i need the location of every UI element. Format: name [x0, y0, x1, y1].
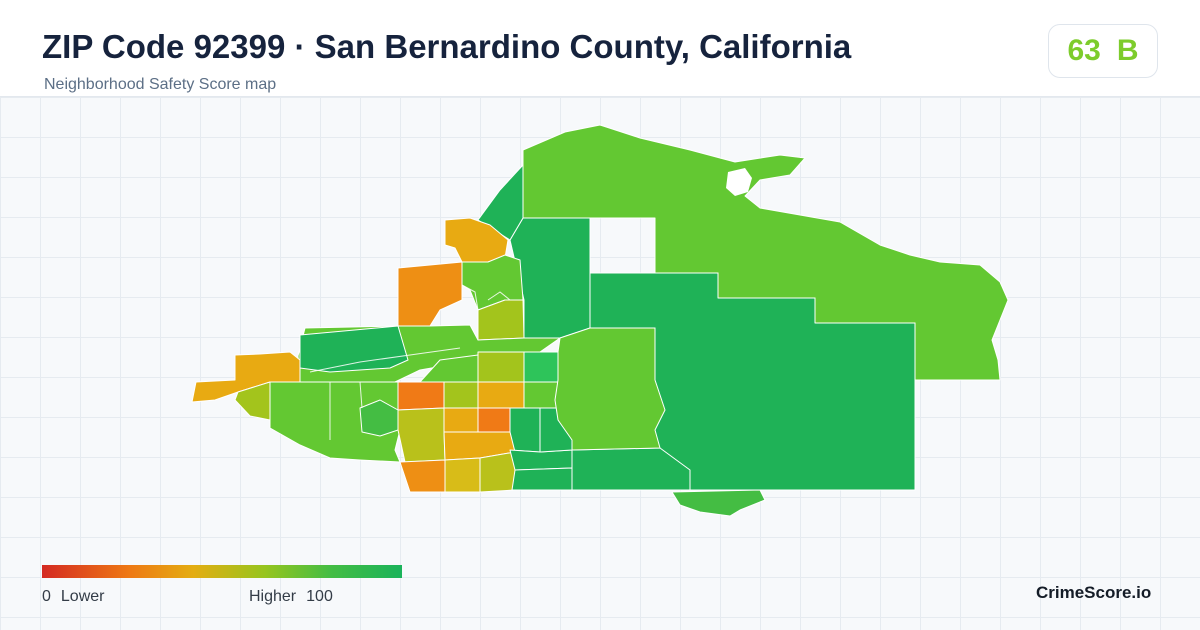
legend-min: 0 Lower — [42, 588, 104, 606]
map-region[interactable] — [397, 407, 446, 463]
page-subtitle: Neighborhood Safety Score map — [44, 76, 277, 93]
map-region[interactable] — [397, 381, 445, 411]
legend-max-label: Higher — [249, 588, 297, 605]
map-region[interactable] — [444, 457, 481, 493]
page-title: ZIP Code 92399 · San Bernardino County, … — [42, 28, 852, 65]
map-lake — [726, 168, 752, 196]
map-region[interactable] — [509, 407, 541, 453]
legend-min-value: 0 — [42, 588, 51, 605]
map-region[interactable] — [479, 451, 516, 493]
map-region[interactable] — [419, 354, 479, 383]
map-region[interactable] — [523, 381, 559, 409]
map-region[interactable] — [234, 381, 271, 421]
map-region[interactable] — [397, 261, 463, 327]
legend-max: Higher 100 — [249, 588, 333, 606]
legend-max-value: 100 — [306, 588, 333, 605]
map-region[interactable] — [477, 351, 525, 383]
map-boundary-line — [461, 284, 479, 311]
score-badge: 63 B — [1048, 24, 1158, 78]
map-boundary-line — [487, 291, 511, 301]
score-grade: B — [1116, 34, 1139, 67]
map-region[interactable] — [477, 407, 511, 433]
map-boundary-line — [309, 347, 461, 373]
score-value: 63 — [1067, 34, 1101, 67]
map-region[interactable] — [443, 381, 479, 409]
map-region[interactable] — [554, 327, 666, 451]
map-region[interactable] — [477, 299, 525, 341]
map-region[interactable] — [511, 467, 573, 491]
legend-gradient-bar — [42, 565, 402, 578]
map-region[interactable] — [671, 489, 766, 517]
legend-min-label: Lower — [60, 588, 105, 605]
map-boundary-line — [359, 381, 363, 409]
map-region[interactable] — [509, 449, 573, 471]
map-region[interactable] — [443, 407, 479, 433]
header-band — [0, 0, 1200, 97]
brand-logo[interactable]: CrimeScore.io — [1036, 583, 1152, 602]
map-region[interactable] — [477, 381, 525, 409]
map-region[interactable] — [399, 459, 446, 493]
map-region[interactable] — [523, 351, 559, 383]
